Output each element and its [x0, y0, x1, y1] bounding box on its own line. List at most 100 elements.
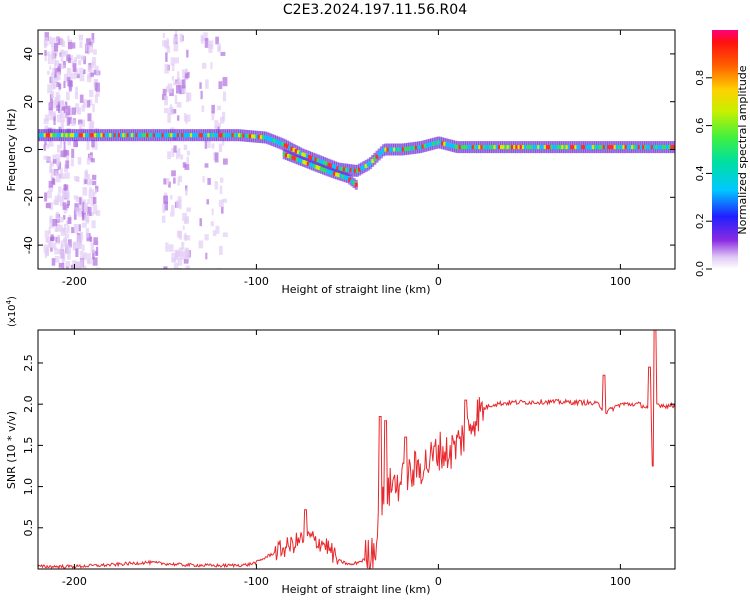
noise-speckle: [89, 41, 93, 47]
main-tone-core: [266, 136, 270, 141]
noise-speckle: [221, 206, 224, 214]
main-tone-core: [211, 133, 215, 138]
noise-speckle: [211, 111, 215, 121]
noise-speckle: [63, 106, 66, 113]
main-tone-core: [587, 145, 591, 150]
main-tone-core: [307, 155, 311, 160]
main-tone-core: [639, 145, 643, 150]
noise-speckle: [186, 49, 189, 58]
noise-speckle: [50, 234, 54, 242]
noise-speckle: [50, 247, 53, 252]
main-tone-core: [63, 133, 67, 138]
noise-speckle: [175, 85, 181, 94]
main-tone-core: [102, 133, 106, 138]
secondary-tone-core: [337, 173, 341, 178]
main-tone-core: [434, 141, 438, 146]
main-tone-core: [637, 145, 641, 150]
main-tone-core: [227, 133, 231, 138]
noise-speckle: [92, 49, 97, 55]
noise-speckle: [212, 230, 217, 237]
noise-speckle: [67, 239, 72, 248]
noise-speckle: [43, 118, 49, 125]
noise-speckle: [45, 236, 50, 243]
noise-speckle: [66, 76, 71, 81]
main-tone-core: [438, 140, 442, 145]
noise-speckle: [66, 220, 69, 227]
main-tone-core: [159, 133, 163, 138]
noise-speckle: [82, 187, 88, 196]
main-tone-core: [80, 133, 84, 138]
main-tone-core: [338, 166, 342, 171]
noise-speckle: [59, 141, 63, 149]
main-tone-core: [659, 145, 663, 150]
noise-speckle: [66, 155, 69, 163]
main-tone-core: [412, 145, 416, 150]
noise-speckle: [166, 46, 171, 53]
noise-speckle: [63, 192, 67, 199]
main-tone-core: [475, 145, 479, 150]
secondary-tone-core: [324, 168, 328, 173]
noise-speckle: [204, 140, 208, 149]
main-tone-core: [539, 145, 543, 150]
noise-speckle: [214, 152, 219, 163]
noise-speckle: [185, 188, 188, 196]
noise-speckle: [173, 35, 178, 41]
main-tone-core: [617, 145, 621, 150]
noise-speckle: [185, 185, 188, 191]
main-tone-core: [312, 156, 316, 161]
noise-speckle: [49, 219, 54, 229]
main-tone-core: [285, 144, 289, 149]
main-tone-core: [161, 133, 165, 138]
main-tone-core: [478, 145, 482, 150]
main-tone-core: [93, 133, 97, 138]
main-tone-core: [500, 145, 504, 150]
main-tone-core: [45, 133, 49, 138]
x-tick-label: -100: [244, 275, 269, 288]
main-tone-core: [589, 145, 593, 150]
noise-speckle: [162, 40, 167, 47]
main-tone-core: [657, 145, 661, 150]
noise-speckle: [47, 54, 51, 65]
noise-speckle: [53, 81, 57, 89]
colorbar-tick-label: 0.6: [695, 118, 706, 134]
secondary-tone-core: [352, 181, 356, 186]
main-tone-core: [521, 145, 525, 150]
main-tone-core: [176, 133, 180, 138]
noise-speckle: [54, 43, 59, 52]
noise-speckle: [90, 72, 94, 77]
noise-speckle: [71, 119, 76, 127]
main-tone-core: [395, 147, 399, 152]
main-tone-core: [388, 147, 392, 152]
noise-speckle: [47, 70, 50, 75]
main-tone-core: [290, 146, 294, 151]
noise-speckle: [77, 119, 83, 125]
noise-speckle: [64, 50, 68, 56]
noise-speckle: [171, 76, 175, 81]
main-tone-core: [344, 167, 348, 172]
noise-speckle: [84, 217, 90, 222]
noise-speckle: [171, 147, 175, 157]
noise-speckle: [176, 77, 181, 88]
noise-speckle: [60, 51, 66, 57]
main-tone-core: [534, 145, 538, 150]
main-tone-core: [384, 147, 388, 152]
noise-speckle: [93, 191, 96, 196]
main-tone-core: [626, 145, 630, 150]
secondary-tone-core: [311, 163, 315, 168]
main-tone-core: [399, 147, 403, 152]
noise-speckle: [164, 96, 169, 106]
noise-speckle: [87, 65, 91, 73]
main-tone-core: [351, 168, 355, 173]
noise-speckle: [56, 101, 61, 108]
main-tone-core: [117, 133, 121, 138]
main-tone-core: [207, 133, 211, 138]
main-tone-core: [513, 145, 517, 150]
noise-speckle: [66, 67, 72, 77]
main-tone-core: [561, 145, 565, 150]
main-tone-core: [253, 134, 257, 139]
main-tone-core: [545, 145, 549, 150]
noise-speckle: [204, 163, 209, 168]
noise-speckle: [217, 105, 221, 111]
main-tone-core: [541, 145, 545, 150]
